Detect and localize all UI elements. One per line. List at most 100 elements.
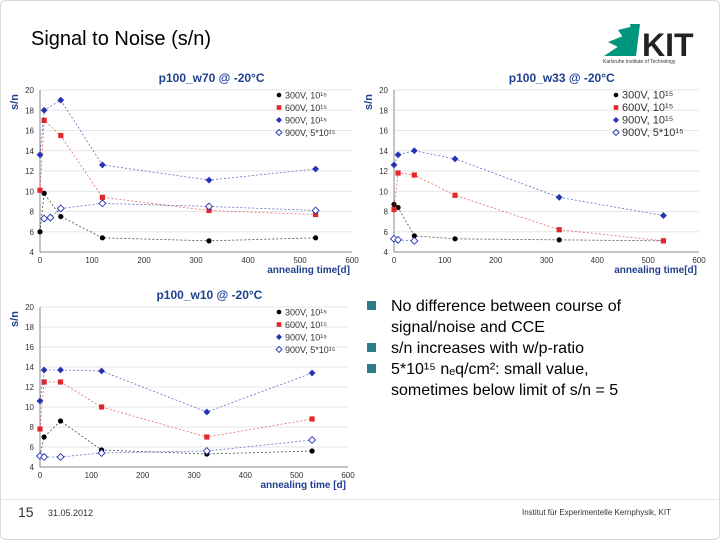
x-tick-label: 600 xyxy=(345,256,359,265)
x-tick-label: 100 xyxy=(85,256,99,265)
data-point-square xyxy=(37,426,43,432)
data-point-circle xyxy=(41,190,47,196)
data-point-square xyxy=(58,132,64,139)
data-point-open-diamond xyxy=(56,204,65,213)
data-point-circle xyxy=(206,238,212,244)
data-point-square xyxy=(41,117,47,123)
y-axis-label: s/n xyxy=(9,311,21,327)
y-axis-label: s/n xyxy=(9,94,21,110)
x-tick-label: 300 xyxy=(187,471,201,480)
y-tick-label: 16 xyxy=(25,343,34,352)
data-point-circle xyxy=(309,448,315,454)
data-point-circle xyxy=(395,204,401,211)
legend-marker xyxy=(275,345,283,354)
x-tick-label: 400 xyxy=(241,256,255,265)
data-point-open-diamond xyxy=(40,214,49,223)
footer-date: 31.05.2012 xyxy=(48,508,94,518)
legend-label: 600V, 10¹⁵ xyxy=(285,103,327,113)
y-tick-label: 12 xyxy=(25,167,34,176)
data-point-diamond xyxy=(394,151,402,159)
data-point-square xyxy=(395,170,401,176)
series-line xyxy=(39,420,313,457)
legend-marker xyxy=(276,105,282,110)
series-line xyxy=(39,381,313,438)
series-line xyxy=(39,439,313,458)
x-tick-label: 200 xyxy=(489,256,503,265)
data-point-circle xyxy=(58,213,64,220)
data-point-square xyxy=(309,416,315,422)
data-point-diamond xyxy=(205,176,213,184)
data-point-diamond xyxy=(40,106,48,114)
series-line xyxy=(39,99,316,181)
y-tick-label: 18 xyxy=(25,106,34,115)
data-point-open-diamond xyxy=(56,452,65,462)
data-point-circle xyxy=(411,233,417,239)
y-axis-label: s/n xyxy=(363,94,375,110)
data-point-open-diamond xyxy=(98,199,107,208)
legend-label: 300V, 10¹⁵ xyxy=(285,308,327,318)
legend-label: 900V, 5*10¹⁵ xyxy=(285,128,336,138)
legend-label: 900V, 10¹⁵ xyxy=(285,116,327,126)
legend-label: 900V, 10¹⁵ xyxy=(622,115,673,127)
bullet-list: No difference between course of signal/n… xyxy=(366,296,666,401)
footer-institute: Institut für Experimentelle Kernphysik, … xyxy=(522,508,671,517)
data-point-square xyxy=(313,211,319,218)
bullet-square-icon xyxy=(367,364,376,373)
x-tick-label: 100 xyxy=(85,471,99,480)
legend-marker xyxy=(613,92,619,98)
data-point-diamond xyxy=(36,151,44,159)
x-tick-label: 500 xyxy=(641,256,655,265)
kit-logo-fan-icon xyxy=(604,24,640,56)
data-point-diamond xyxy=(451,155,459,163)
legend-marker xyxy=(276,334,282,340)
x-axis-label: annealing time[d] xyxy=(267,265,350,276)
y-tick-label: 12 xyxy=(25,383,34,392)
data-point-diamond xyxy=(410,147,418,155)
data-point-diamond xyxy=(312,165,319,173)
bullet-square-icon xyxy=(367,301,376,310)
x-tick-label: 500 xyxy=(290,471,304,480)
y-tick-label: 8 xyxy=(384,208,389,217)
data-point-circle xyxy=(41,434,47,440)
data-point-square xyxy=(391,206,397,213)
data-point-circle xyxy=(99,235,105,241)
x-tick-label: 0 xyxy=(392,256,397,265)
legend-marker xyxy=(276,322,282,327)
series-line xyxy=(393,150,664,216)
x-tick-label: 400 xyxy=(591,256,605,265)
y-tick-label: 12 xyxy=(379,167,388,176)
y-tick-label: 4 xyxy=(30,248,35,257)
data-point-diamond xyxy=(98,367,105,375)
series-line xyxy=(393,204,664,242)
y-tick-label: 16 xyxy=(379,127,388,136)
data-point-circle xyxy=(452,236,458,242)
legend-label: 300V, 10¹⁵ xyxy=(622,90,673,102)
data-point-diamond xyxy=(57,96,65,104)
data-point-square xyxy=(37,187,43,193)
kit-logo-text: KIT xyxy=(642,27,694,63)
y-tick-label: 10 xyxy=(379,187,388,196)
data-point-square xyxy=(411,172,417,178)
data-point-diamond xyxy=(40,366,48,374)
data-point-square xyxy=(452,192,458,198)
legend-label: 900V, 5*10¹⁵ xyxy=(285,345,336,355)
data-point-open-diamond xyxy=(204,202,214,211)
data-point-square xyxy=(41,379,47,385)
data-point-circle xyxy=(313,235,319,241)
data-point-diamond xyxy=(555,193,563,201)
data-point-open-diamond xyxy=(40,452,49,462)
kit-logo: KIT xyxy=(604,24,694,63)
bullet-item: No difference between course of signal/n… xyxy=(366,296,666,338)
data-point-open-diamond xyxy=(46,213,55,222)
legend-label: 900V, 5*10¹⁵ xyxy=(622,127,684,139)
x-tick-label: 0 xyxy=(38,256,43,265)
y-tick-label: 6 xyxy=(30,443,35,452)
bullet-text: 5*10¹⁵ nₑq/cm²: small value, sometimes b… xyxy=(391,361,619,399)
bullet-square-icon xyxy=(367,343,376,352)
page-number: 15 xyxy=(18,504,34,520)
data-point-open-diamond xyxy=(311,206,320,215)
data-point-open-diamond xyxy=(97,448,106,458)
